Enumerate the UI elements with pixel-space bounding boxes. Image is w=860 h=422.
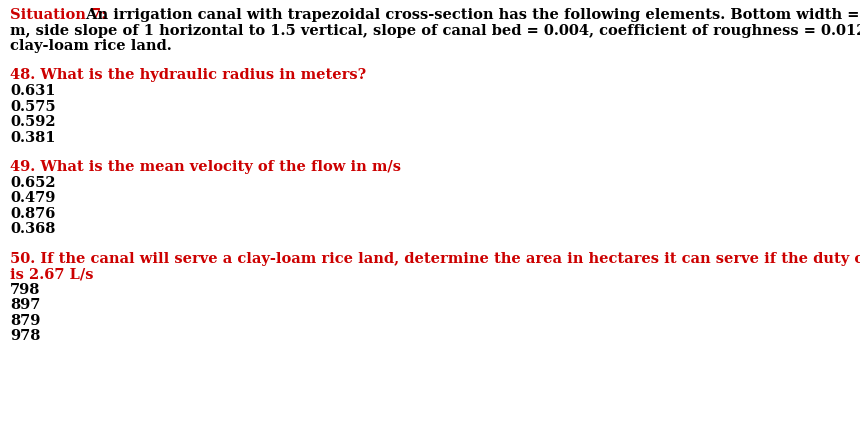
Text: 0.575: 0.575 — [10, 100, 56, 114]
Text: Situation 7:: Situation 7: — [10, 8, 107, 22]
Text: An irrigation canal with trapezoidal cross-section has the following elements. B: An irrigation canal with trapezoidal cro… — [81, 8, 860, 22]
Text: 897: 897 — [10, 298, 40, 312]
Text: 48. What is the hydraulic radius in meters?: 48. What is the hydraulic radius in mete… — [10, 68, 366, 82]
Text: 0.368: 0.368 — [10, 222, 56, 236]
Text: m, side slope of 1 horizontal to 1.5 vertical, slope of canal bed = 0.004, coeff: m, side slope of 1 horizontal to 1.5 ver… — [10, 24, 860, 38]
Text: 879: 879 — [10, 314, 40, 327]
Text: 798: 798 — [10, 282, 40, 297]
Text: 0.592: 0.592 — [10, 115, 56, 129]
Text: 0.381: 0.381 — [10, 130, 56, 144]
Text: clay-loam rice land.: clay-loam rice land. — [10, 39, 172, 53]
Text: is 2.67 L/s: is 2.67 L/s — [10, 267, 94, 281]
Text: 50. If the canal will serve a clay-loam rice land, determine the area in hectare: 50. If the canal will serve a clay-loam … — [10, 252, 860, 265]
Text: 49. What is the mean velocity of the flow in m/s: 49. What is the mean velocity of the flo… — [10, 160, 402, 174]
Text: 978: 978 — [10, 329, 40, 343]
Text: 0.652: 0.652 — [10, 176, 56, 189]
Text: 0.479: 0.479 — [10, 191, 56, 205]
Text: 0.876: 0.876 — [10, 206, 56, 221]
Text: 0.631: 0.631 — [10, 84, 56, 98]
